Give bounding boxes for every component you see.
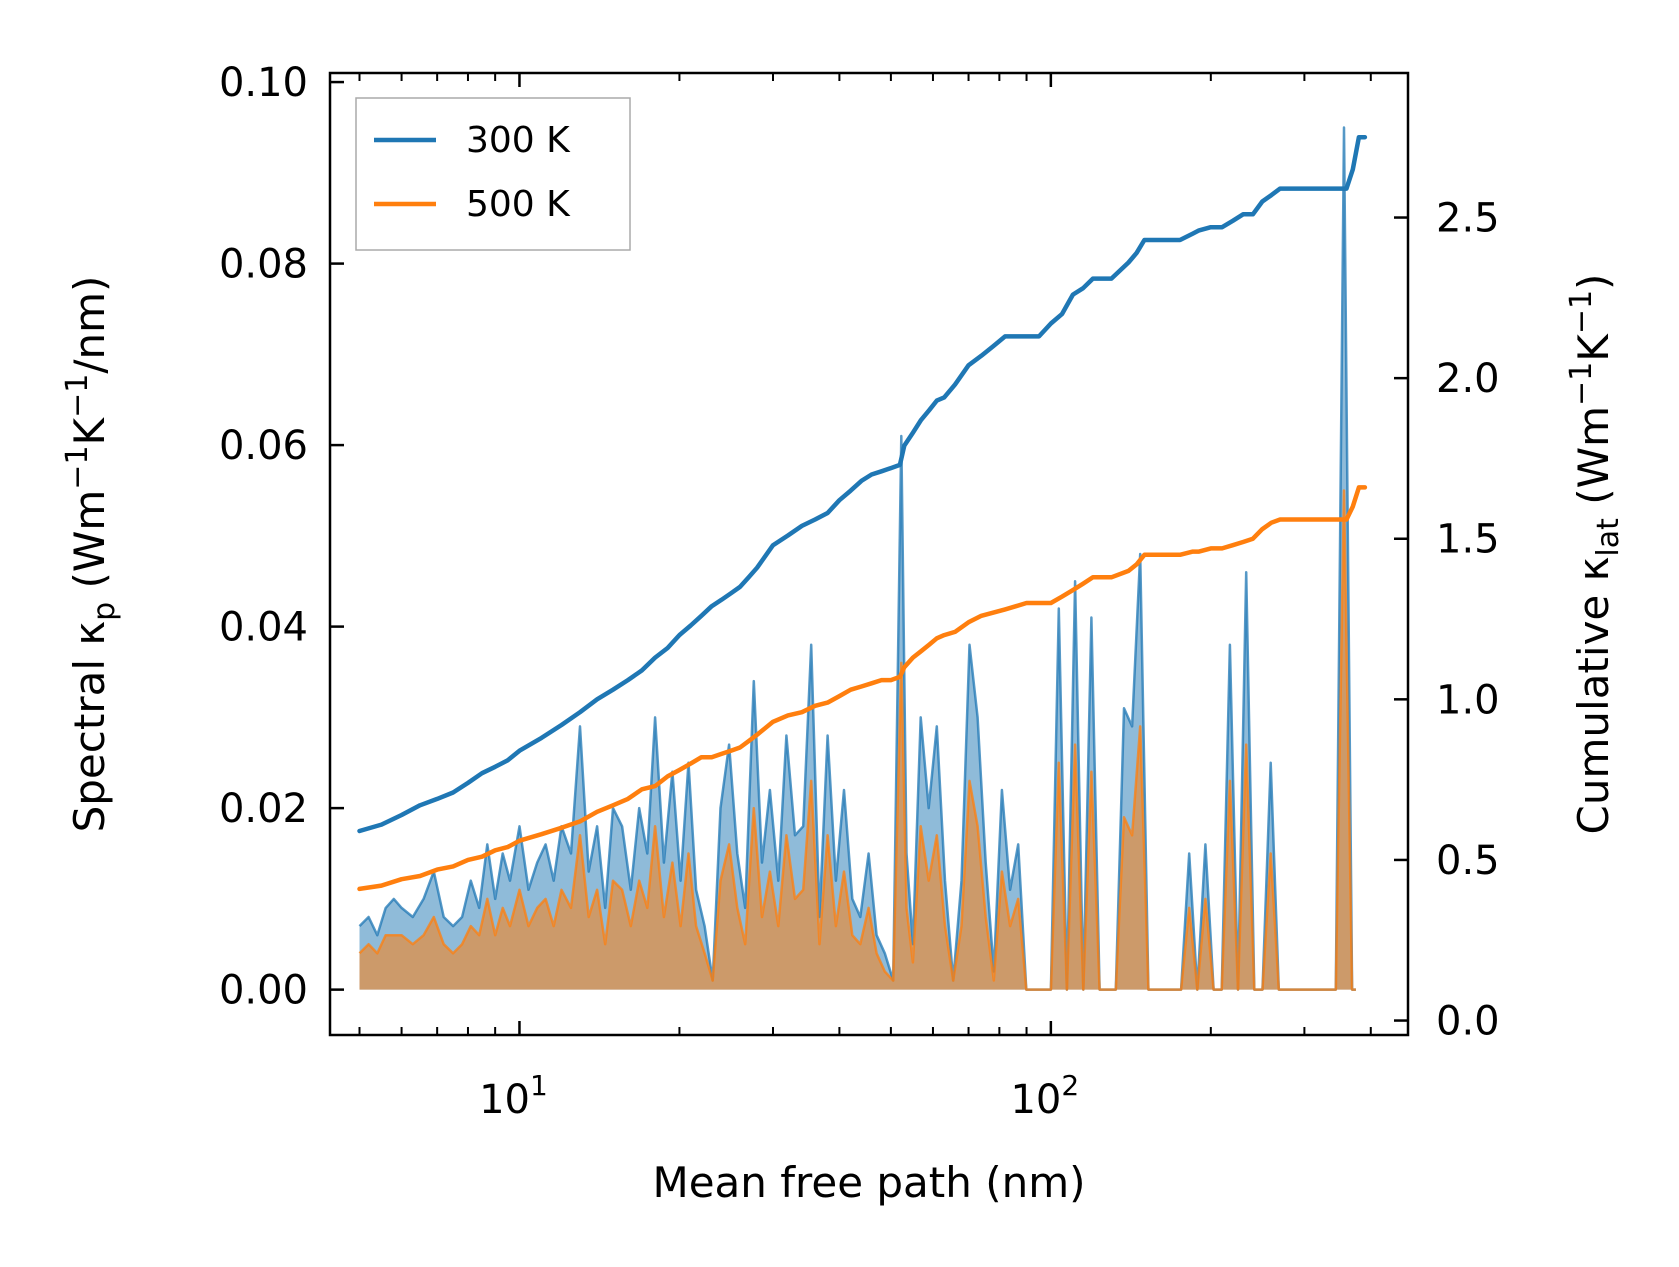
axes: 0.00 0.02 0.04 0.06 0.08 0.10 0.0 0.5 1.0 1.5 2.0 2… xyxy=(60,60,1626,1207)
y-left-tick-label: 0.06 xyxy=(219,423,308,469)
plot-frame xyxy=(328,71,1410,1037)
y-left-tick-label: 0.00 xyxy=(219,968,308,1014)
cumulative-line-300k xyxy=(357,134,1368,834)
y-left-tick-label: 0.02 xyxy=(219,786,308,832)
legend-label-300k: 300 K xyxy=(466,120,571,161)
y-left-tick-label: 0.10 xyxy=(219,60,308,106)
y-right-tick-label: 1.5 xyxy=(1436,517,1500,563)
y-left-tick-label: 0.08 xyxy=(219,242,308,288)
spectral-line-500k xyxy=(358,489,1356,991)
legend-box xyxy=(355,97,631,251)
y-right-tick-label: 0.0 xyxy=(1436,999,1500,1045)
cumulative-line-500k xyxy=(357,485,1368,892)
y-right-tick-label: 2.5 xyxy=(1436,196,1500,242)
x-axis-title: Mean free path (nm) xyxy=(652,1158,1085,1207)
y-right-tick-label: 0.5 xyxy=(1436,838,1500,884)
legend: 300 K 500 K xyxy=(355,97,631,251)
x-tick-label: 102 xyxy=(1010,1069,1079,1123)
y-left-tick-label: 0.04 xyxy=(219,605,308,651)
y-right-axis-title: Cumulative κlat (Wm−1K−1) xyxy=(1564,274,1626,835)
x-tick-label: 101 xyxy=(479,1069,548,1123)
y-right-tick-label: 2.0 xyxy=(1436,356,1500,402)
y-right-tick-label: 1.0 xyxy=(1436,677,1500,723)
legend-label-500k: 500 K xyxy=(466,184,571,225)
y-left-axis-title: Spectral κp (Wm−1K−1/nm) xyxy=(60,276,122,833)
plot-area xyxy=(357,126,1368,991)
